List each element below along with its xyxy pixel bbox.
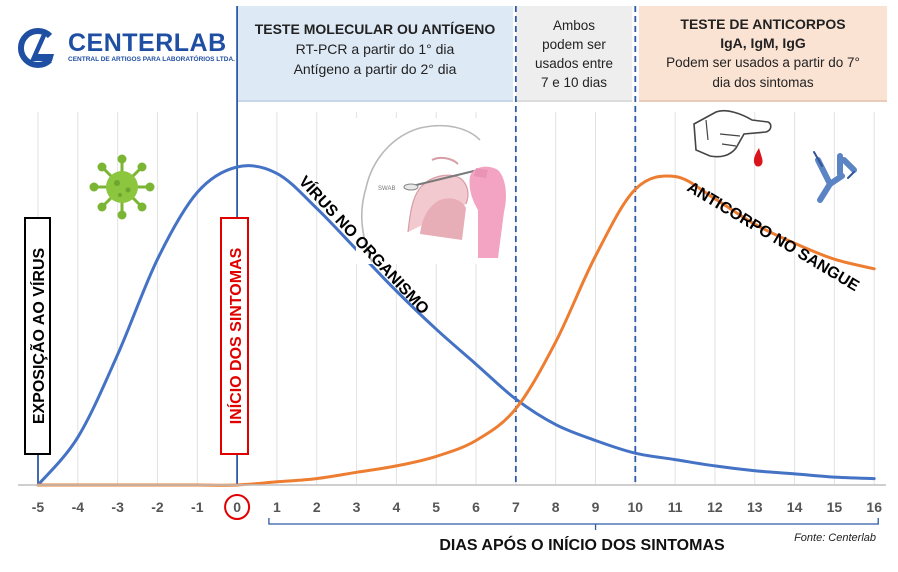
- x-tick-label: 8: [552, 499, 560, 515]
- series-label-antibody: ANTICORPO NO SANGUE: [684, 179, 862, 295]
- x-tick-label: 4: [392, 499, 400, 515]
- centerlab-logo: CENTERLAB CENTRAL DE ARTIGOS PARA LABORA…: [10, 28, 236, 68]
- x-axis-bracket: [268, 518, 879, 530]
- x-tick-label: 1: [273, 499, 281, 515]
- x-tick-label: 7: [512, 499, 520, 515]
- x-tick-label: 12: [707, 499, 723, 515]
- antibody-title-2: IgA, IgM, IgG: [720, 35, 806, 51]
- both-line-1: Ambos: [552, 18, 596, 33]
- x-axis-label: DIAS APÓS O INÍCIO DOS SINTOMAS: [439, 535, 725, 554]
- antibody-test-box: TESTE DE ANTICORPOS IgA, IgM, IgG Podem …: [639, 6, 887, 102]
- x-tick-label: 11: [668, 499, 683, 515]
- antibody-line-1: Podem ser usados a partir do 7°: [666, 55, 860, 70]
- x-tick-label: 15: [827, 499, 843, 515]
- molecular-line-1: RT-PCR a partir do 1° dia: [295, 41, 455, 57]
- antibody-icon: [813, 151, 857, 203]
- finger-prick-icon: [693, 109, 772, 167]
- x-tick-label: -5: [32, 499, 45, 515]
- x-tick-label: -1: [191, 499, 204, 515]
- both-line-4: 7 e 10 dias: [540, 75, 608, 90]
- molecular-line-2: Antígeno a partir do 2° dia: [293, 61, 457, 77]
- source-note: Fonte: Centerlab: [794, 532, 876, 544]
- highlighted-tick-circle: [224, 494, 251, 520]
- x-tick-label: 13: [747, 499, 763, 515]
- brand-name: CENTERLAB: [68, 29, 227, 57]
- x-tick-label: 2: [313, 499, 321, 515]
- x-tick-label: 9: [592, 499, 600, 515]
- both-tests-box: Ambos podem ser usados entre 7 e 10 dias: [516, 6, 632, 102]
- swab-label: SWAB: [378, 186, 395, 192]
- x-tick-label: -2: [151, 499, 164, 515]
- x-tick-label: 0: [233, 499, 241, 515]
- exposure-marker-label: EXPOSIÇÃO AO VÍRUS: [28, 248, 48, 425]
- x-tick-label: 3: [353, 499, 361, 515]
- molecular-test-box: TESTE MOLECULAR OU ANTÍGENO RT-PCR a par…: [237, 6, 513, 102]
- virus-icon: [89, 154, 155, 220]
- x-tick-label: 16: [866, 499, 882, 515]
- exposure-marker-box: [24, 217, 51, 455]
- antibody-line-2: dia dos sintomas: [712, 75, 814, 90]
- symptom-onset-marker-box: [220, 217, 249, 455]
- antibody-title-1: TESTE DE ANTICORPOS: [680, 16, 846, 32]
- x-tick-label: 14: [787, 499, 803, 515]
- both-line-3: usados entre: [534, 56, 614, 71]
- x-tick-label: 10: [628, 499, 644, 515]
- both-line-2: podem ser: [542, 37, 606, 52]
- brand-tagline: CENTRAL DE ARTIGOS PARA LABORATÓRIOS LTD…: [68, 56, 235, 63]
- logo-mark-icon: [17, 28, 54, 68]
- x-tick-label: 5: [432, 499, 440, 515]
- symptom-onset-marker-label: INÍCIO DOS SINTOMAS: [226, 247, 245, 424]
- nasal-swab-icon: SWAB: [356, 118, 510, 264]
- x-tick-label: 6: [472, 499, 480, 515]
- x-tick-label: -3: [111, 499, 124, 515]
- molecular-title: TESTE MOLECULAR OU ANTÍGENO: [254, 21, 496, 37]
- x-tick-label: -4: [72, 499, 85, 515]
- series-line-virus: [36, 164, 876, 487]
